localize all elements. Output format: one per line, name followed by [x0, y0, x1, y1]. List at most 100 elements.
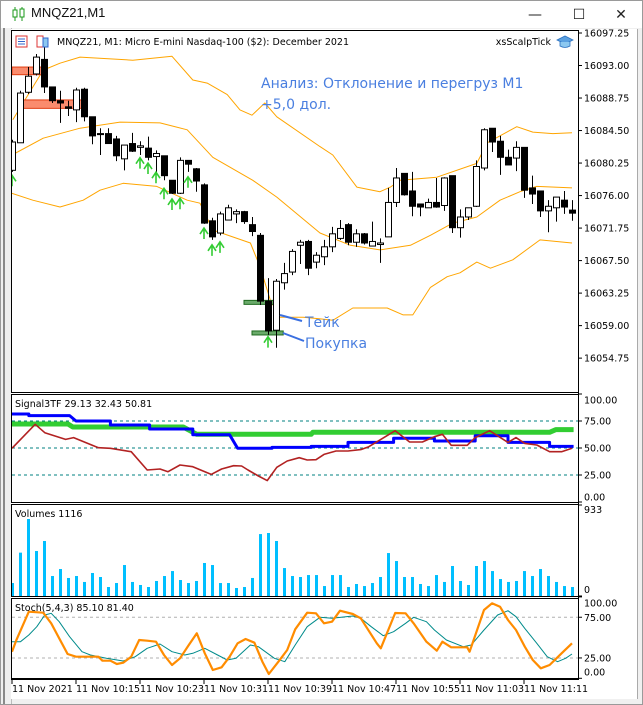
bullish-candle-body — [281, 273, 288, 284]
stoch-main-line — [12, 602, 573, 676]
bullish-candle-body — [441, 177, 448, 207]
bullish-candle-body — [337, 227, 344, 239]
bullish-candle-body — [233, 211, 240, 215]
candle — [449, 175, 456, 234]
bullish-candle-body — [553, 196, 560, 209]
bullish-candle-body — [297, 241, 304, 246]
price-tick-label: 16067.50 — [584, 256, 629, 267]
volume-bar — [123, 565, 126, 596]
bearish-candle-body — [537, 190, 544, 212]
volume-bar — [235, 587, 238, 596]
candle — [25, 67, 32, 94]
bullish-candle-body — [457, 216, 464, 229]
bullish-candle-body — [369, 240, 376, 247]
stoch-tick-label: 75.00 — [584, 613, 611, 624]
candle — [369, 221, 376, 247]
price-tick-label: 16084.50 — [584, 126, 629, 137]
bearish-candle-body — [433, 201, 440, 208]
buy-signal-arrow-icon — [167, 197, 177, 210]
buy-signal-arrow-icon — [151, 170, 161, 184]
volume-bar — [467, 584, 470, 596]
volume-bar — [547, 576, 550, 596]
buy-signal-arrow-icon — [175, 196, 185, 210]
minimize-button[interactable]: — — [513, 1, 557, 28]
time-tick-label: 11 Nov 11:03 — [460, 684, 524, 695]
volume-bar — [491, 571, 494, 596]
window-titlebar[interactable]: MNQZ21,M1 — ☐ ✕ — [1, 1, 642, 28]
volume-bar — [363, 586, 366, 596]
candle — [225, 204, 232, 221]
one-click-trading-icon[interactable] — [15, 35, 28, 48]
volume-bar — [43, 540, 46, 596]
candle — [361, 233, 368, 245]
candle — [497, 135, 504, 175]
volume-bar — [291, 576, 294, 596]
candle — [217, 211, 224, 236]
bearish-candle-body — [89, 116, 96, 137]
candle — [161, 155, 168, 181]
price-tick-label: 16071.75 — [584, 224, 629, 235]
volume-bar — [75, 576, 78, 596]
bearish-candle-body — [561, 199, 568, 208]
price-tick-label: 16088.75 — [584, 94, 629, 105]
bullish-candle-body — [353, 233, 360, 243]
candle — [441, 177, 448, 211]
candle — [513, 141, 520, 172]
time-tick-label: 11 Nov 10:55 — [396, 684, 460, 695]
close-button[interactable]: ✕ — [599, 1, 643, 28]
volume-bar — [371, 583, 374, 596]
buy-signal-arrow-icon — [263, 335, 273, 348]
candle — [481, 128, 488, 171]
candle — [145, 136, 152, 161]
candle — [393, 168, 400, 208]
stoch-legend: Stoch(5,4,3) 85.10 81.40 — [15, 603, 134, 614]
candle — [329, 226, 336, 253]
time-tick-label: 11 Nov 10:23 — [140, 684, 204, 695]
volume-min-label: 0 — [584, 585, 590, 596]
buy-signal-arrow-icon — [12, 173, 17, 187]
time-tick-label: 11 Nov 10:39 — [268, 684, 332, 695]
volume-bar — [459, 580, 462, 596]
signal3tf-green-line — [12, 421, 574, 437]
bearish-candle-body — [81, 88, 88, 118]
stoch-plot — [12, 602, 578, 676]
candle — [401, 172, 408, 196]
volume-bar — [211, 565, 214, 596]
candle — [65, 100, 72, 117]
price-tick-label: 16076.00 — [584, 191, 629, 202]
candle — [233, 209, 240, 224]
candle — [169, 179, 176, 195]
bullish-candle-body — [473, 165, 480, 207]
volume-bar — [115, 583, 118, 596]
volume-bar — [107, 587, 110, 596]
buy-signal-arrow-icon — [215, 240, 225, 253]
candle — [321, 239, 328, 266]
candle — [417, 203, 424, 217]
bullish-candle-body — [33, 56, 40, 75]
signal-tick-label: 0.00 — [584, 493, 605, 504]
candle — [209, 217, 216, 240]
price-tick-label: 16097.25 — [584, 29, 629, 40]
time-tick-label: 11 Nov 10:47 — [332, 684, 396, 695]
time-tick-label: 11 Nov 10:31 — [204, 684, 268, 695]
analysis-annotation-title: Анализ: Отклонение и перегруз М1 — [261, 76, 523, 92]
volume-bar — [179, 580, 182, 596]
volume-bar — [395, 561, 398, 596]
bearish-candle-body — [185, 159, 192, 165]
bearish-candle-body — [105, 133, 112, 145]
maximize-button[interactable]: ☐ — [557, 1, 601, 28]
market-depth-icon[interactable] — [36, 35, 49, 48]
signal3tf-legend: Signal3TF 29.13 32.43 50.81 — [15, 399, 152, 410]
volume-bar — [339, 575, 342, 596]
graduation-cap-icon[interactable] — [556, 35, 574, 48]
bearish-candle-body — [265, 300, 272, 332]
buy-signal-arrow-icon — [199, 226, 209, 240]
candle — [73, 87, 80, 123]
volume-bar — [539, 569, 542, 596]
bearish-candle-body — [361, 233, 368, 244]
candle — [193, 168, 200, 192]
bullish-candle-body — [393, 177, 400, 203]
time-tick-label: 11 Nov 2021 — [12, 684, 73, 695]
buy-label: Покупка — [305, 336, 367, 352]
